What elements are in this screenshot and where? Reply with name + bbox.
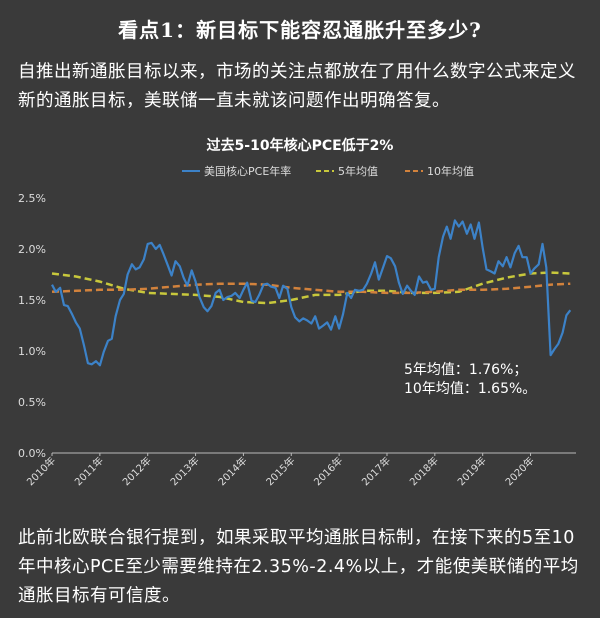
x-axis: 2010年 2011年 2012年 2013年 2014年 2015年 2016年 2017年… — [24, 452, 576, 488]
y-tick-label: 1.0% — [18, 345, 46, 358]
x-tick-label: 2018年 — [407, 454, 441, 488]
series-line-2 — [51, 282, 571, 295]
x-tick-label: 2011年 — [72, 454, 106, 488]
y-tick-label: 0.0% — [18, 447, 46, 460]
series-line-0 — [51, 219, 572, 367]
legend-label: 美国核心PCE年率 — [204, 164, 291, 178]
chart-title: 过去5-10年核心PCE低于2% — [207, 137, 394, 154]
x-tick-label: 2014年 — [215, 454, 249, 488]
annotation-line: 10年均值：1.65%。 — [404, 381, 536, 397]
pce-line-chart: 过去5-10年核心PCE低于2% 美国核心PCE年率 5年均值 10年均值 0.0%… — [18, 137, 576, 488]
x-tick-label: 2013年 — [167, 454, 201, 488]
chart-legend: 美国核心PCE年率 5年均值 10年均值 — [182, 164, 474, 178]
x-tick-label: 2015年 — [263, 454, 297, 488]
legend-label: 5年均值 — [338, 164, 378, 178]
series-line-1 — [51, 271, 571, 305]
annotation-line: 5年均值：1.76%； — [404, 362, 527, 378]
y-tick-label: 2.0% — [18, 243, 46, 256]
y-tick-label: 2.5% — [18, 192, 46, 205]
y-tick-label: 0.5% — [18, 396, 46, 409]
legend-label: 10年均值 — [427, 164, 474, 178]
x-tick-label: 2016年 — [311, 454, 345, 488]
x-tick-label: 2012年 — [120, 454, 154, 488]
x-tick-label: 2020年 — [502, 454, 536, 488]
footer-paragraph: 此前北欧联合银行提到，如果采取平均通胀目标制，在接下来的5至10年中核心PCE至… — [18, 528, 579, 606]
page-heading: 看点1：新目标下能容忍通胀升至多少? — [118, 18, 482, 42]
intro-paragraph: 自推出新通胀目标以来，市场的关注点都放在了用什么数字公式来定义新的通胀目标，美联… — [18, 62, 576, 111]
x-tick-label: 2019年 — [455, 454, 489, 488]
y-axis: 0.0% 0.5% 1.0% 1.5% 2.0% 2.5% — [18, 192, 46, 460]
x-tick-label: 2017年 — [359, 454, 393, 488]
chart-series — [51, 219, 572, 367]
average-annotation: 5年均值：1.76%； 10年均值：1.65%。 — [404, 362, 536, 397]
y-tick-label: 1.5% — [18, 294, 46, 307]
